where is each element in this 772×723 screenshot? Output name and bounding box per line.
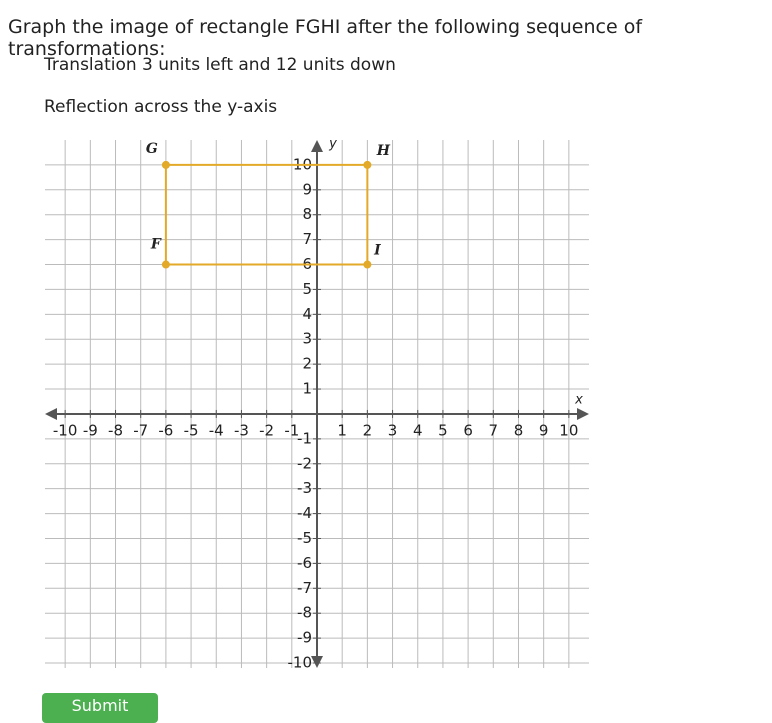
step: Reflection across the y-axis bbox=[44, 97, 278, 117]
y-tick-label: 9 bbox=[302, 180, 312, 198]
axis-label: x bbox=[574, 392, 583, 407]
y-tick-label: 7 bbox=[302, 230, 312, 248]
x-tick-label: 8 bbox=[514, 421, 524, 439]
y-tick-label: -2 bbox=[297, 454, 312, 472]
x-tick-label: -9 bbox=[83, 421, 98, 439]
x-tick-label: 6 bbox=[463, 421, 473, 439]
x-tick-label: 9 bbox=[539, 421, 549, 439]
x-tick-label: -1 bbox=[284, 421, 299, 439]
x-tick-label: 3 bbox=[388, 421, 398, 439]
x-tick-label: -8 bbox=[108, 421, 123, 439]
y-tick-label: -4 bbox=[297, 504, 312, 522]
axis-label: y bbox=[328, 137, 337, 152]
x-tick-label: 4 bbox=[413, 421, 423, 439]
x-tick-label: 5 bbox=[438, 421, 448, 439]
vertex-label: I bbox=[373, 243, 381, 259]
y-tick-label: -5 bbox=[297, 529, 312, 547]
y-tick-label: -7 bbox=[297, 579, 312, 597]
vertex bbox=[161, 160, 170, 169]
y-tick-label: 1 bbox=[302, 380, 312, 398]
x-tick-label: -2 bbox=[259, 421, 274, 439]
x-tick-label: 2 bbox=[363, 421, 373, 439]
x-tick-label: -5 bbox=[184, 421, 199, 439]
submit-button[interactable]: Submit bbox=[42, 693, 158, 723]
question: Graph the image of rectangle FGHI after … bbox=[8, 16, 643, 60]
vertex bbox=[363, 160, 372, 169]
vertex bbox=[363, 260, 372, 269]
y-tick-label: -3 bbox=[297, 479, 312, 497]
y-tick-label: -1 bbox=[297, 429, 312, 447]
x-tick-label: -4 bbox=[209, 421, 224, 439]
y-tick-label: 4 bbox=[302, 305, 312, 323]
x-tick-label: -7 bbox=[133, 421, 148, 439]
vertex-label: G bbox=[146, 141, 158, 157]
vertex-label: H bbox=[376, 143, 391, 159]
axis-arrow bbox=[45, 407, 57, 420]
x-tick-label: -3 bbox=[234, 421, 249, 439]
y-tick-label: -9 bbox=[297, 629, 312, 647]
x-tick-label: 1 bbox=[337, 421, 347, 439]
y-tick-label: -6 bbox=[297, 554, 312, 572]
x-tick-label: 7 bbox=[489, 421, 499, 439]
y-tick-label: 5 bbox=[302, 280, 312, 298]
y-tick-label: 2 bbox=[302, 355, 312, 373]
step: Translation 3 units left and 12 units do… bbox=[44, 55, 396, 75]
vertex-label: F bbox=[150, 237, 162, 253]
x-tick-label: -10 bbox=[53, 421, 78, 439]
vertex bbox=[161, 260, 170, 269]
y-tick-label: 8 bbox=[302, 205, 312, 223]
axis-arrow bbox=[577, 407, 589, 420]
x-tick-label: -6 bbox=[158, 421, 173, 439]
x-tick-label: 10 bbox=[559, 421, 578, 439]
y-tick-label: 3 bbox=[302, 330, 312, 348]
y-tick-label: -10 bbox=[288, 654, 313, 672]
axis-arrow bbox=[311, 140, 323, 152]
axis-arrow bbox=[311, 656, 323, 668]
y-tick-label: -8 bbox=[297, 604, 312, 622]
